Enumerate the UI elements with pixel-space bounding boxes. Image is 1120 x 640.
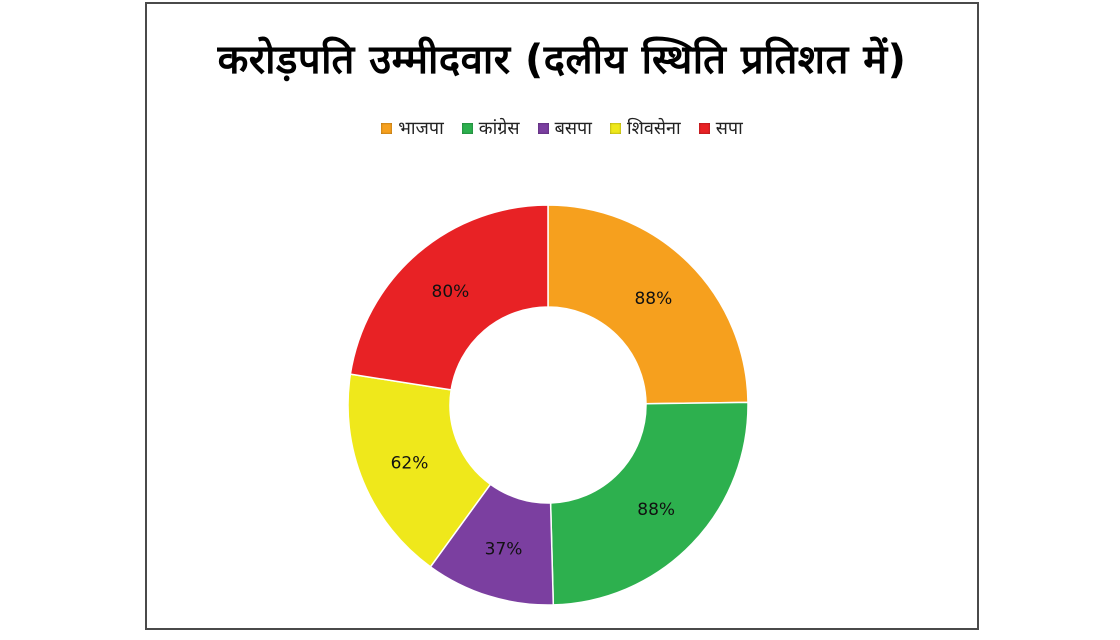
slice-label-bsp: 37% <box>485 539 523 559</box>
legend-label-bsp: बसपा <box>554 118 592 139</box>
slice-congress <box>549 401 749 606</box>
chart-legend: भाजपा कांग्रेस बसपा शिवसेना सपा <box>147 116 977 140</box>
legend-swatch-shivsena <box>609 122 621 134</box>
slice-shivsena <box>347 373 492 568</box>
slice-label-sp: 80% <box>432 282 470 302</box>
slice-sp <box>349 204 549 391</box>
slice-label-bjp: 88% <box>634 289 672 309</box>
legend-item-shivsena: शिवसेना <box>609 116 681 140</box>
legend-swatch-bjp <box>381 122 393 134</box>
chart-title: करोड़पति उम्मीदवार (दलीय स्थिति प्रतिशत … <box>217 37 907 83</box>
slice-bjp <box>547 204 749 405</box>
legend-label-shivsena: शिवसेना <box>626 118 681 139</box>
legend-label-congress: कांग्रेस <box>478 118 520 139</box>
slice-label-shivsena: 62% <box>391 454 429 474</box>
legend-label-sp: सपा <box>715 118 743 139</box>
legend-swatch-congress <box>461 122 473 134</box>
legend-swatch-bsp <box>537 122 549 134</box>
legend-item-congress: कांग्रेस <box>461 116 520 140</box>
legend-item-sp: सपा <box>698 116 743 140</box>
donut-labels: 88% 88% 37% 62% 80% <box>391 282 675 559</box>
legend-swatch-sp <box>698 122 710 134</box>
legend-item-bjp: भाजपा <box>381 116 444 140</box>
slice-label-congress: 88% <box>637 500 675 520</box>
donut-slices <box>347 204 749 606</box>
legend-item-bsp: बसपा <box>537 116 592 140</box>
legend-label-bjp: भाजपा <box>398 118 444 139</box>
